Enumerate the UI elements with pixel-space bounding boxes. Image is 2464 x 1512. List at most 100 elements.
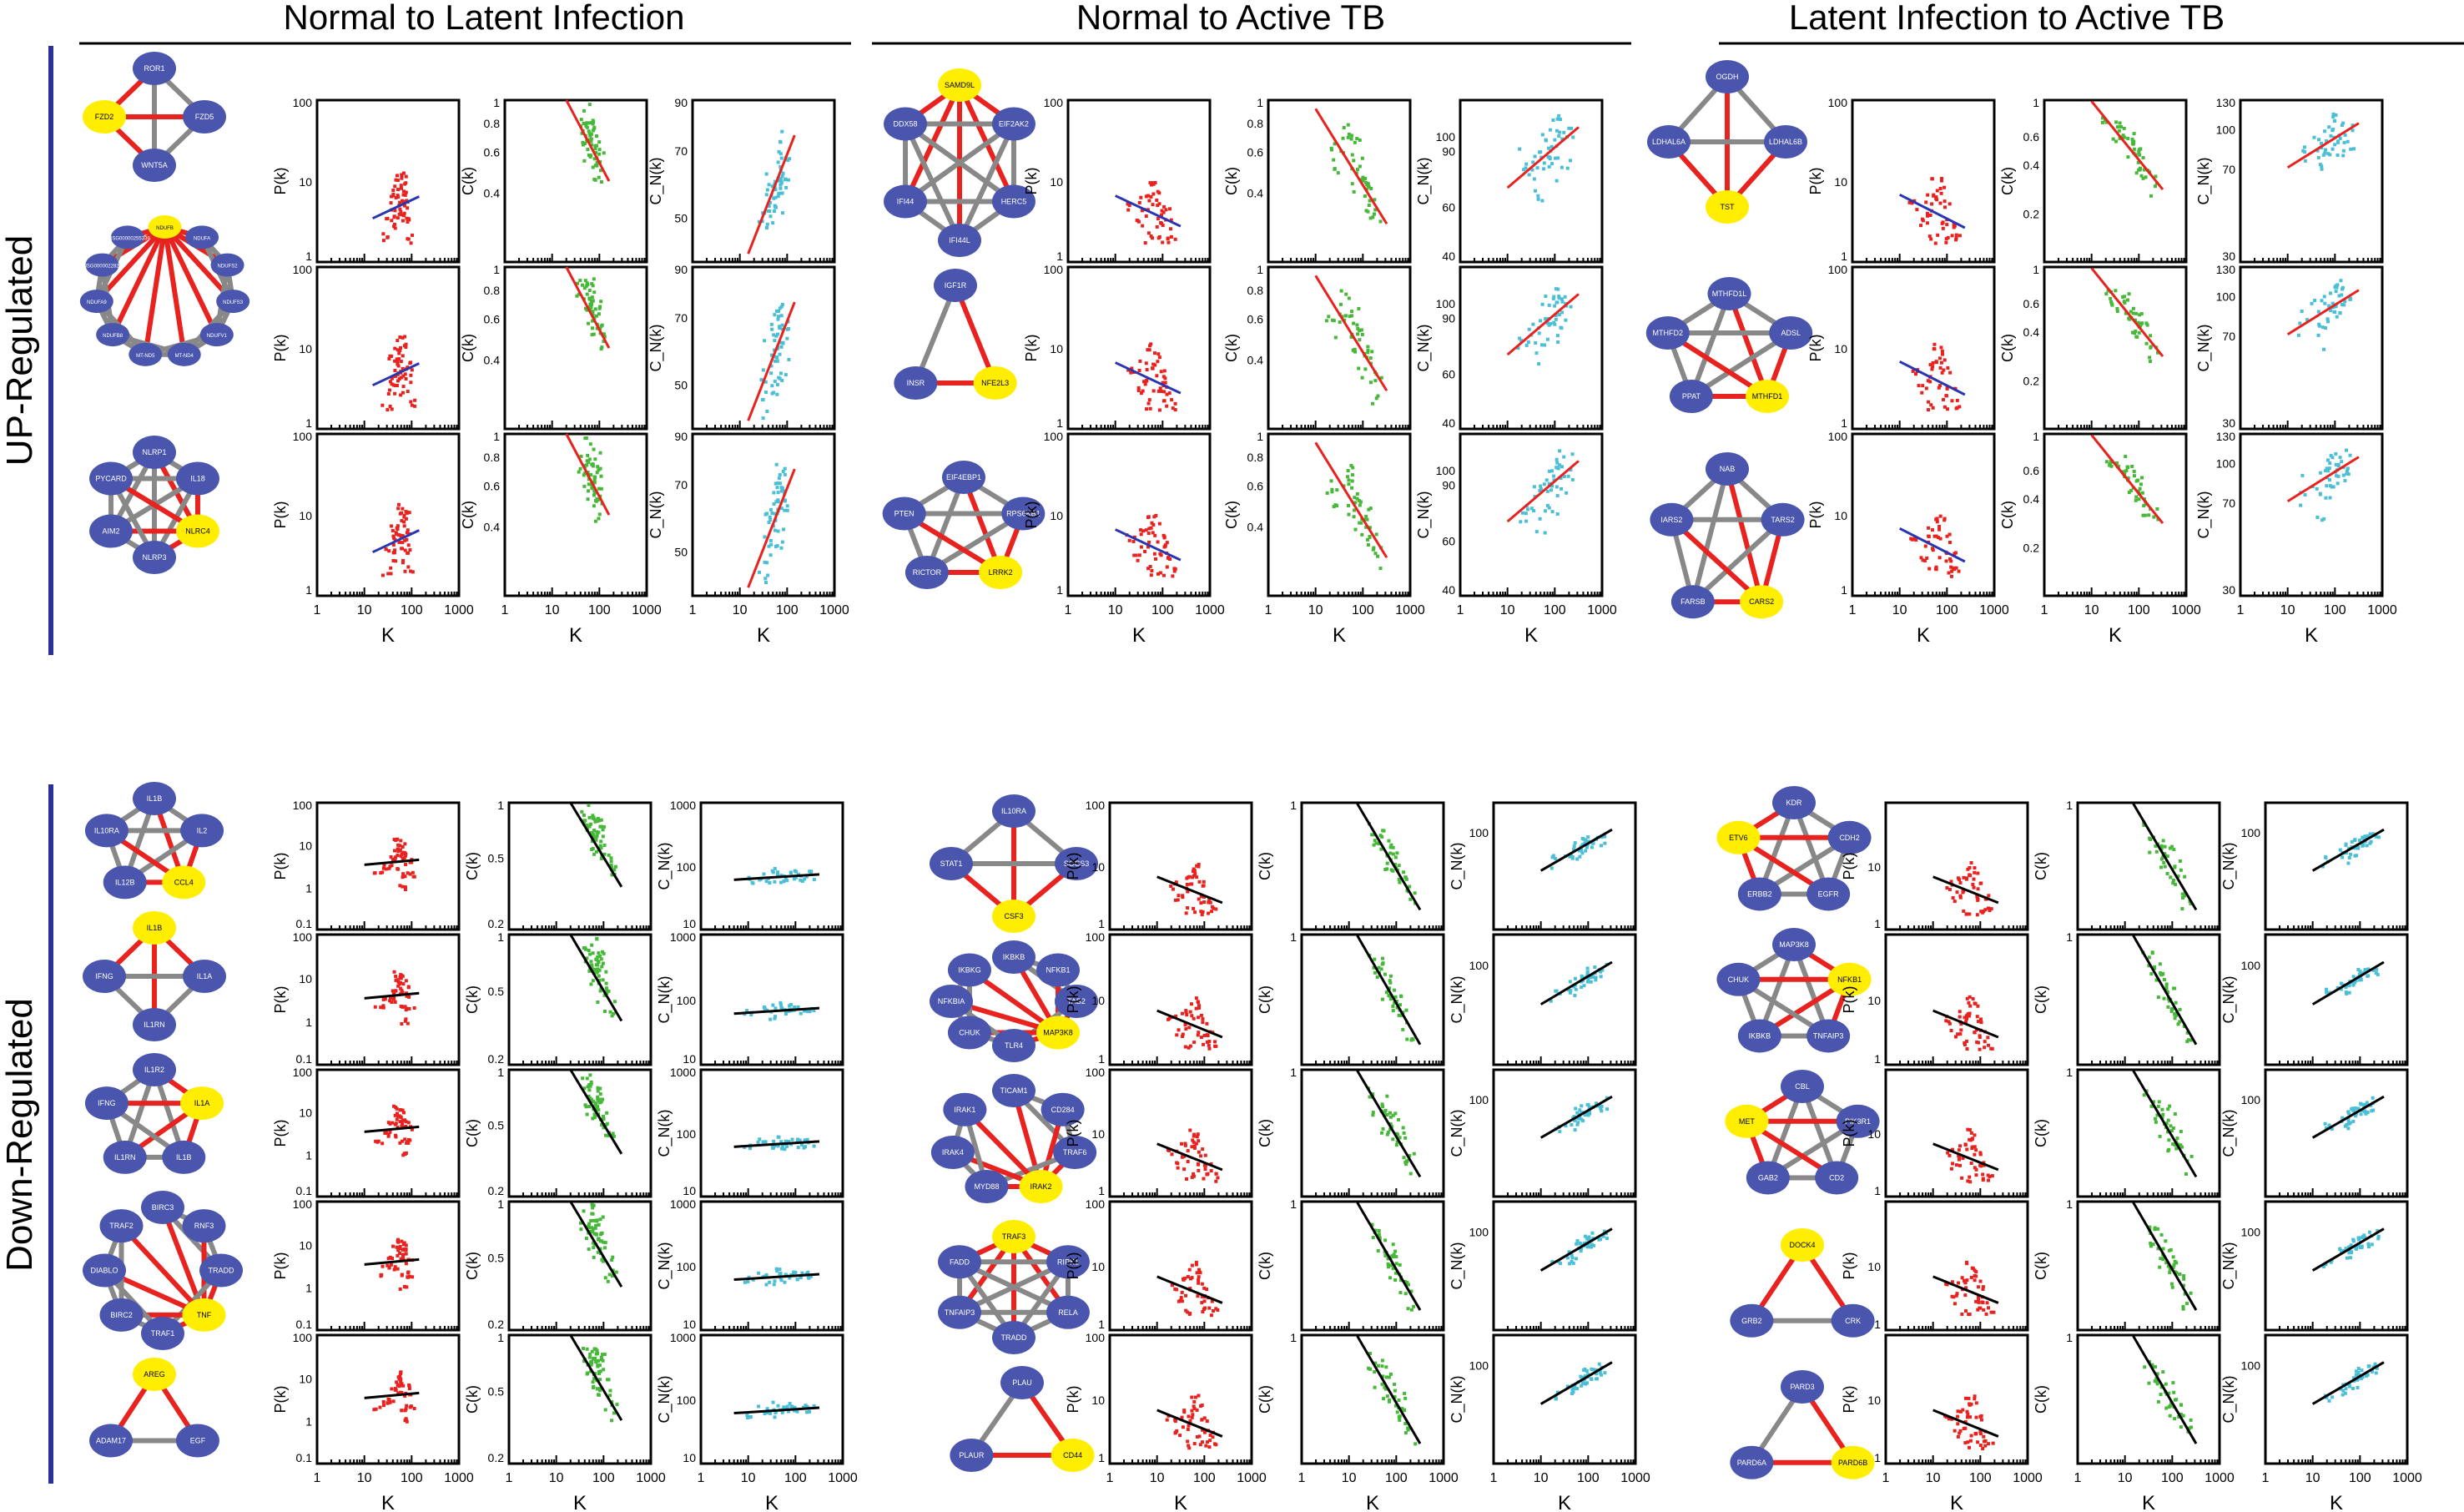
data-point (599, 1099, 603, 1103)
data-point (1176, 1166, 1180, 1170)
plot-frame (315, 98, 461, 264)
data-point (1202, 1042, 1206, 1046)
data-point (1373, 552, 1378, 556)
data-point (1554, 466, 1559, 470)
data-point (768, 1411, 773, 1415)
data-point (812, 1404, 816, 1408)
fit-line (565, 266, 611, 349)
data-point (1192, 869, 1197, 873)
data-point (1543, 509, 1547, 513)
network-edge (162, 226, 187, 355)
data-point (615, 1403, 619, 1407)
data-point (400, 1139, 404, 1143)
data-point (1544, 317, 1549, 321)
data-point (1385, 1094, 1389, 1098)
data-point (2335, 474, 2339, 478)
data-point (1544, 138, 1548, 142)
data-point (396, 348, 400, 352)
data-point (1568, 159, 1572, 163)
x-tick-label: 1000 (2367, 603, 2397, 617)
data-point (768, 214, 773, 219)
data-point (2325, 466, 2329, 471)
data-point (809, 1274, 813, 1278)
data-point (606, 1279, 610, 1283)
data-point (761, 416, 765, 421)
network-node (210, 253, 244, 277)
y-tick-label: 70 (674, 144, 688, 158)
data-point (2320, 518, 2324, 522)
data-point (1207, 911, 1211, 915)
data-point (597, 1108, 601, 1112)
network-node (133, 149, 176, 182)
data-point (612, 1134, 616, 1138)
network-node-label: IL10RA (1001, 807, 1026, 815)
data-point (597, 830, 601, 834)
data-point (1388, 980, 1393, 985)
data-point (403, 1409, 407, 1413)
data-point (784, 1406, 788, 1410)
data-point (806, 1010, 810, 1014)
data-point (1365, 187, 1369, 191)
data-point (1205, 1021, 1209, 1026)
data-point (401, 850, 406, 854)
data-point (595, 829, 599, 834)
data-point (1161, 224, 1165, 228)
data-point (1942, 358, 1947, 362)
data-point (597, 1099, 601, 1103)
data-point (590, 319, 594, 323)
y-tick-label: 40 (1442, 416, 1455, 430)
data-point (579, 454, 583, 458)
data-point (403, 538, 407, 542)
data-point (1930, 177, 1934, 181)
data-point (411, 870, 415, 874)
data-point (1185, 882, 1189, 886)
data-point (1355, 491, 1359, 496)
data-point (402, 204, 406, 208)
y-axis-label: C_N(k) (656, 1110, 673, 1157)
data-point (2322, 517, 2326, 521)
data-point (1527, 173, 1531, 177)
data-point (776, 873, 780, 877)
data-point (778, 325, 782, 329)
fit-line (1356, 1070, 1422, 1178)
data-point (1170, 1283, 1174, 1287)
y-tick-label: 1 (305, 1148, 312, 1162)
fit-line (1898, 360, 1966, 396)
data-point (764, 193, 768, 197)
data-point (1552, 478, 1556, 482)
network-node-label: AIM2 (103, 527, 120, 536)
x-tick-label: 1000 (819, 603, 849, 617)
data-point (400, 1391, 404, 1395)
data-point (407, 1387, 411, 1391)
data-point (1212, 1442, 1217, 1446)
data-point (398, 1287, 402, 1291)
data-point (582, 946, 586, 950)
data-point (1539, 319, 1543, 323)
data-point (401, 857, 405, 861)
data-point (1532, 509, 1536, 513)
data-point (1180, 1142, 1184, 1146)
data-point (1347, 478, 1351, 482)
data-point (406, 985, 411, 990)
data-point (1171, 406, 1175, 411)
data-point (1196, 1162, 1200, 1166)
data-point (2155, 350, 2159, 355)
data-point (396, 984, 401, 988)
data-point (1562, 130, 1566, 134)
data-point (1131, 539, 1136, 543)
data-point (389, 855, 393, 859)
data-point (1364, 209, 1368, 213)
data-point (1350, 473, 1354, 477)
data-point (391, 188, 396, 192)
network-node-label: ERBB2 (1747, 890, 1772, 898)
data-point (1942, 405, 1947, 409)
data-point (390, 1387, 394, 1391)
data-point (2335, 285, 2339, 290)
data-point (784, 373, 788, 377)
data-point (603, 1241, 607, 1245)
y-tick-label: 10 (683, 1184, 696, 1197)
data-point (1931, 365, 1935, 369)
network-node-label: GRB2 (1741, 1317, 1762, 1325)
data-point (410, 1127, 414, 1131)
y-tick-label: 50 (674, 546, 688, 559)
